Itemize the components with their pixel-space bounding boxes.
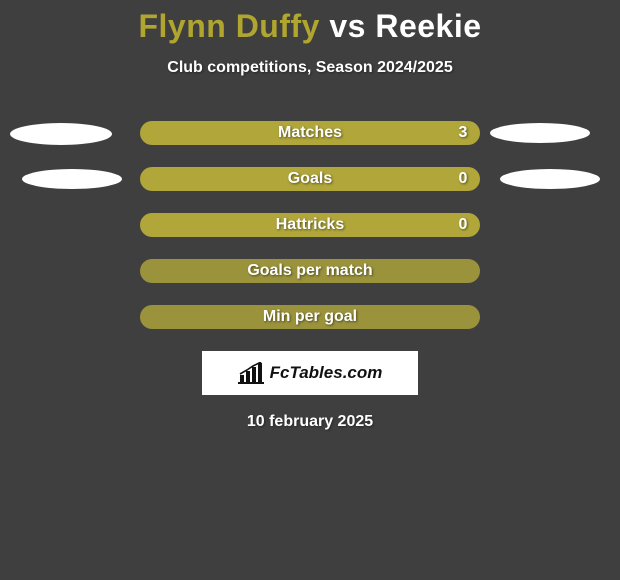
stat-label: Matches bbox=[140, 121, 480, 145]
stat-rows: Matches 3 Goals 0 Hattricks 0 Goals per … bbox=[0, 121, 620, 329]
stat-row-min-per-goal: Min per goal bbox=[0, 305, 620, 329]
left-ellipse-icon bbox=[22, 169, 122, 189]
comparison-infographic: Flynn Duffy vs Reekie Club competitions,… bbox=[0, 0, 620, 580]
stat-label: Hattricks bbox=[140, 213, 480, 237]
player1-name: Flynn Duffy bbox=[138, 8, 319, 44]
player2-name: Reekie bbox=[375, 8, 481, 44]
stat-value-right: 3 bbox=[452, 121, 474, 145]
right-ellipse-icon bbox=[490, 123, 590, 143]
brand-text: FcTables.com bbox=[270, 363, 383, 383]
right-ellipse-icon bbox=[500, 169, 600, 189]
stat-value-right bbox=[452, 259, 474, 283]
stat-row-goals: Goals 0 bbox=[0, 167, 620, 191]
page-title: Flynn Duffy vs Reekie bbox=[0, 0, 620, 45]
title-vs: vs bbox=[329, 8, 366, 44]
stat-value-right: 0 bbox=[452, 213, 474, 237]
stat-row-hattricks: Hattricks 0 bbox=[0, 213, 620, 237]
brand-inner: FcTables.com bbox=[238, 362, 383, 384]
stat-row-goals-per-match: Goals per match bbox=[0, 259, 620, 283]
stat-value-right bbox=[452, 305, 474, 329]
stat-row-matches: Matches 3 bbox=[0, 121, 620, 145]
subtitle: Club competitions, Season 2024/2025 bbox=[0, 59, 620, 77]
brand-badge: FcTables.com bbox=[202, 351, 418, 395]
stat-label: Goals bbox=[140, 167, 480, 191]
left-ellipse-icon bbox=[10, 123, 112, 145]
stat-label: Goals per match bbox=[140, 259, 480, 283]
date-label: 10 february 2025 bbox=[0, 413, 620, 431]
chart-icon bbox=[238, 362, 264, 384]
stat-label: Min per goal bbox=[140, 305, 480, 329]
stat-value-right: 0 bbox=[452, 167, 474, 191]
